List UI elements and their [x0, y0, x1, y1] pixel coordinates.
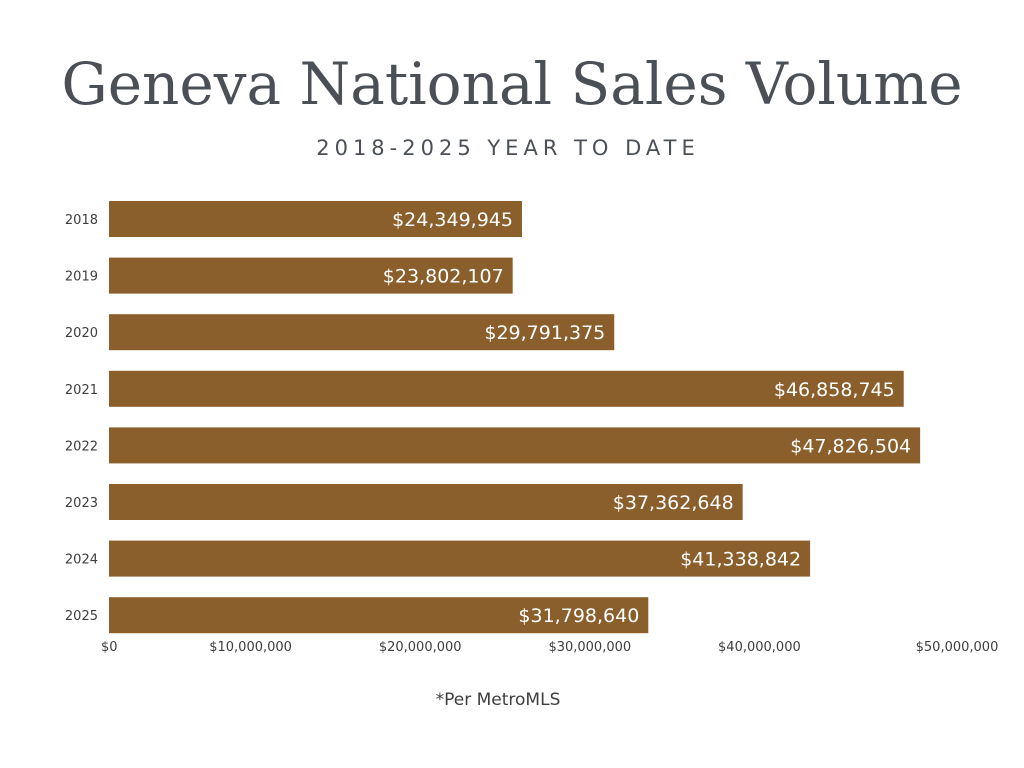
value-label-2022: $47,826,504 [790, 435, 911, 457]
chart-title: Geneva National Sales Volume [61, 50, 963, 118]
bar-2019 [109, 257, 513, 294]
value-label-2024: $41,338,842 [680, 549, 801, 571]
x-tick-label: $30,000,000 [548, 640, 631, 655]
x-tick-label: $0 [101, 640, 118, 655]
value-label-2025: $31,798,640 [518, 605, 639, 627]
value-label-2019: $23,802,107 [383, 266, 504, 288]
bar-2021 [109, 370, 904, 407]
category-label-2023: 2023 [65, 496, 98, 511]
bar-2024 [109, 540, 811, 577]
bar-2020 [109, 314, 615, 351]
x-tick-label: $40,000,000 [718, 640, 801, 655]
source-footnote: *Per MetroMLS [435, 690, 561, 710]
category-label-2018: 2018 [65, 213, 98, 228]
value-label-2023: $37,362,648 [613, 492, 734, 514]
x-tick-label: $10,000,000 [209, 640, 292, 655]
x-tick-label: $20,000,000 [379, 640, 462, 655]
value-label-2020: $29,791,375 [484, 322, 605, 344]
category-label-2020: 2020 [65, 326, 98, 341]
value-label-2021: $46,858,745 [774, 379, 895, 401]
bar-2023 [109, 484, 743, 520]
category-label-2024: 2024 [65, 553, 98, 568]
value-label-2018: $24,349,945 [392, 209, 513, 231]
category-label-2025: 2025 [65, 609, 98, 624]
bar-2025 [109, 597, 649, 634]
bar-2022 [109, 427, 921, 464]
category-label-2021: 2021 [65, 383, 98, 398]
category-label-2019: 2019 [65, 270, 98, 285]
bar-2018 [109, 201, 522, 237]
x-tick-label: $50,000,000 [916, 640, 999, 655]
category-label-2022: 2022 [65, 439, 98, 454]
chart-subtitle: 2018-2025 YEAR TO DATE [316, 136, 700, 160]
